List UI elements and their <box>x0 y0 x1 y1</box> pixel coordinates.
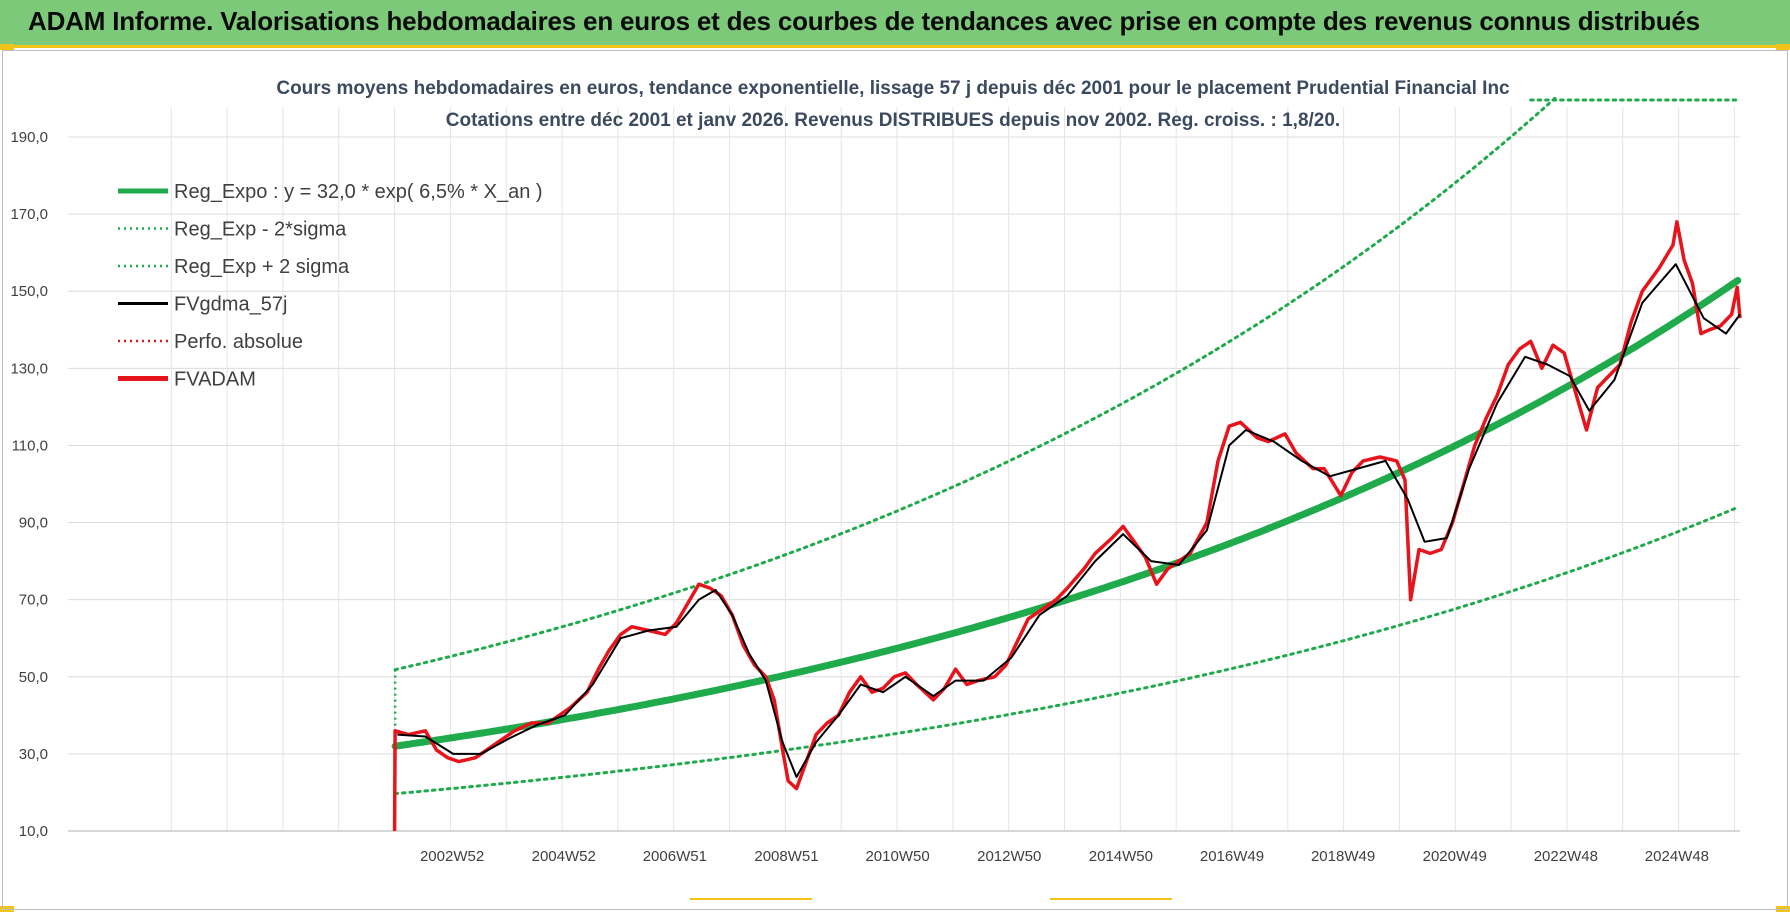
series-fvgdma-57j <box>397 263 1741 778</box>
y-tick-label: 70,0 <box>19 592 48 609</box>
x-axis: 2002W52 2004W52 2006W51 2008W51 2010W50 2012W… <box>420 848 1709 865</box>
plot-area <box>391 97 1742 832</box>
y-tick-label: 170,0 <box>10 206 48 223</box>
y-tick-label: 30,0 <box>19 746 48 763</box>
x-tick-label: 2022W48 <box>1534 848 1598 865</box>
x-tick-label: 2002W52 <box>420 848 484 865</box>
y-tick-label: 90,0 <box>19 515 48 532</box>
footer-marker <box>1050 898 1172 900</box>
legend-item: FVADAM <box>118 369 256 391</box>
footer-marker <box>690 898 812 900</box>
series-upper-band <box>393 97 1559 672</box>
y-axis: 10,0 30,0 50,0 70,0 90,0 110,0 130,0 150,0 170,0… <box>10 129 48 840</box>
y-tick-label: 50,0 <box>19 669 48 686</box>
legend-label: FVADAM <box>174 369 256 391</box>
y-tick-label: 190,0 <box>10 129 48 146</box>
corner-marker <box>0 44 14 50</box>
corner-marker <box>1776 44 1790 50</box>
legend-label: Perfo. absolue <box>174 331 303 353</box>
series-regression <box>391 277 1742 750</box>
y-tick-label: 150,0 <box>10 283 48 300</box>
legend-item: Perfo. absolue <box>118 331 303 353</box>
legend: Reg_Expo : y = 32,0 * exp( 6,5% * X_an )… <box>118 181 543 391</box>
header-banner: ADAM Informe. Valorisations hebdomadaire… <box>0 0 1790 48</box>
series-fvadam <box>392 220 1742 832</box>
x-tick-label: 2020W49 <box>1423 848 1487 865</box>
legend-label: Reg_Expo : y = 32,0 * exp( 6,5% * X_an ) <box>174 181 543 203</box>
legend-item: Reg_Exp - 2*sigma <box>118 219 347 241</box>
legend-item: Reg_Expo : y = 32,0 * exp( 6,5% * X_an ) <box>118 181 543 203</box>
x-tick-label: 2010W50 <box>865 848 929 865</box>
x-tick-label: 2012W50 <box>977 848 1041 865</box>
series-lower-band <box>393 505 1740 796</box>
x-tick-label: 2006W51 <box>643 848 707 865</box>
legend-item: Reg_Exp + 2 sigma <box>118 256 350 278</box>
legend-label: Reg_Exp - 2*sigma <box>174 219 347 241</box>
x-tick-label: 2004W52 <box>532 848 596 865</box>
grid <box>68 107 1740 832</box>
legend-label: FVgdma_57j <box>174 294 287 316</box>
chart-frame <box>2 50 1788 910</box>
x-tick-label: 2016W49 <box>1200 848 1264 865</box>
banner-title: ADAM Informe. Valorisations hebdomadaire… <box>28 6 1700 36</box>
x-tick-label: 2014W50 <box>1089 848 1153 865</box>
x-tick-label: 2018W49 <box>1311 848 1375 865</box>
y-tick-label: 110,0 <box>12 437 48 454</box>
x-tick-label: 2008W51 <box>754 848 818 865</box>
legend-item: FVgdma_57j <box>118 294 287 316</box>
x-tick-label: 2024W48 <box>1645 848 1709 865</box>
chart-subtitle: Cotations entre déc 2001 et janv 2026. R… <box>446 110 1340 131</box>
y-tick-label: 10,0 <box>19 823 48 840</box>
y-tick-label: 130,0 <box>10 360 48 377</box>
chart-title: Cours moyens hebdomadaires en euros, ten… <box>276 78 1510 99</box>
legend-label: Reg_Exp + 2 sigma <box>174 256 350 278</box>
